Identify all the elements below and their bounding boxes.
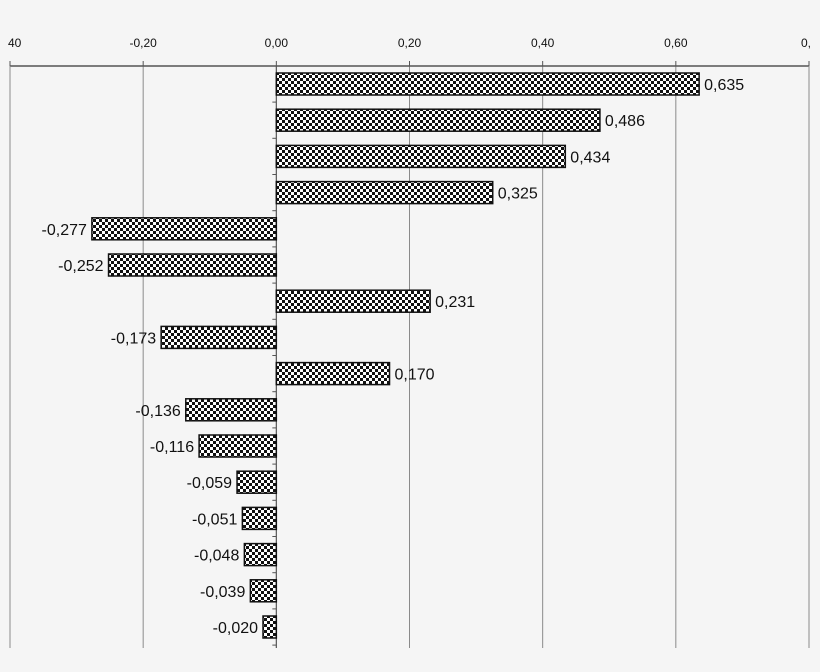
data-label: 0,635 [704,77,744,94]
data-label: -0,136 [135,403,180,420]
data-label: -0,173 [111,330,156,347]
bar [91,217,278,241]
data-label: -0,048 [194,548,239,565]
bar [198,434,278,458]
x-tick-label: 0,00 [265,36,289,50]
data-label: -0,039 [200,584,245,601]
x-tick-label: 40 [8,36,22,50]
bar [236,470,278,494]
x-tick-label: 0,40 [531,36,555,50]
data-label: -0,059 [187,475,232,492]
data-label: -0,252 [58,258,103,275]
data-label: 0,486 [605,113,645,130]
bar [241,506,278,531]
x-tick-label: -0,20 [129,36,157,50]
data-label: -0,020 [213,620,258,637]
bar [275,144,567,169]
bar [275,72,700,96]
bar [275,180,494,205]
x-tick-label: 0,20 [398,36,422,50]
data-label: 0,434 [570,149,610,166]
data-label: -0,277 [42,222,87,239]
data-label: 0,231 [435,294,475,311]
x-tick-label: 0, [801,36,811,50]
data-labels: 0,635 0,486 0,434 0,325 -0,277 -0,252 0,231 -0,… [42,77,745,637]
bar [275,361,391,386]
bar [243,542,278,567]
x-tick-label: 0,60 [664,36,688,50]
data-label: 0,170 [395,367,435,384]
bar [262,615,278,639]
bars [91,72,700,646]
bar [249,579,278,603]
bar [160,325,278,350]
data-label: 0,325 [498,186,538,203]
bar [107,253,278,277]
data-label: -0,116 [150,439,194,456]
bar [185,398,278,422]
bar [275,108,601,132]
bar [275,289,431,313]
data-label: -0,051 [192,511,237,528]
